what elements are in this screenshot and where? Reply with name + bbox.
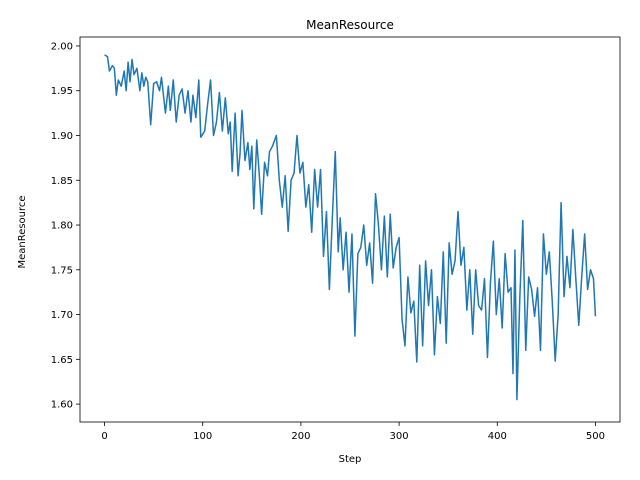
- x-tick-label: 0: [101, 431, 107, 442]
- y-tick-label: 1.60: [51, 400, 73, 411]
- x-tick-label: 400: [488, 431, 507, 442]
- y-tick-label: 1.75: [51, 265, 73, 276]
- chart-title: MeanResource: [306, 18, 394, 32]
- axes-frame: [79, 36, 621, 423]
- series-line: [104, 54, 597, 401]
- y-tick-label: 1.70: [51, 310, 73, 321]
- x-axis-label: Step: [339, 454, 362, 465]
- y-tick-label: 2.00: [51, 41, 73, 52]
- y-tick-label: 1.80: [51, 221, 73, 232]
- y-axis-label: MeanResource: [17, 195, 28, 268]
- y-tick-label: 1.95: [51, 86, 73, 97]
- x-tick-label: 500: [586, 431, 605, 442]
- y-tick-label: 1.65: [51, 355, 73, 366]
- y-tick-label: 1.90: [51, 131, 73, 142]
- x-tick-label: 100: [193, 431, 212, 442]
- x-tick-label: 200: [291, 431, 310, 442]
- plot-area: [104, 54, 597, 401]
- y-tick-label: 1.85: [51, 176, 73, 187]
- x-tick-label: 300: [390, 431, 409, 442]
- y-axis-ticks: 1.60 1.65 1.70 1.75 1.80 1.85 1.90 1.95 2.00: [51, 41, 80, 411]
- x-axis-ticks: 0 100 200 300 400 500: [101, 422, 605, 442]
